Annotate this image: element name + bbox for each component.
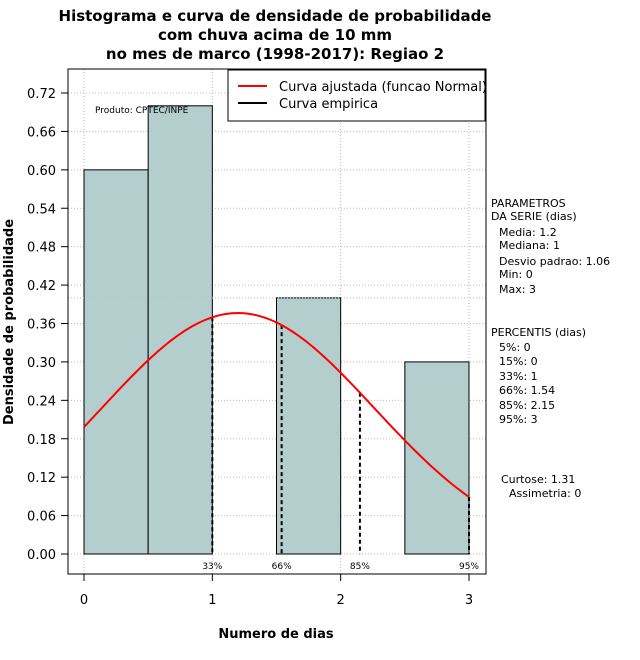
x-tick-label: 3: [465, 593, 473, 608]
y-tick-label: 0.60: [27, 164, 56, 179]
x-tick-label: 2: [337, 593, 345, 608]
y-tick-label: 0.30: [27, 356, 56, 371]
legend-label-empirical: Curva empirica: [279, 97, 378, 112]
legend-box: [227, 69, 486, 122]
y-tick-label: 0.54: [27, 202, 56, 217]
y-tick-label: 0.66: [27, 125, 56, 140]
parameter-sd: Desvio padrao: 1.06: [499, 255, 610, 268]
percentile-15: 15%: 0: [499, 355, 538, 368]
histogram-bar: [276, 297, 342, 555]
parameter-mean: Media: 1.2: [499, 226, 557, 239]
percentile-line-label: 66%: [272, 562, 292, 572]
percentile-line-label: 95%: [459, 562, 479, 572]
percentile-66: 66%: 1.54: [499, 384, 555, 397]
y-tick-label: 0.24: [27, 394, 56, 409]
percentile-95: 95%: 3: [499, 413, 538, 426]
percentile-line-label: 33%: [202, 562, 222, 572]
percentile-85: 85%: 2.15: [499, 399, 555, 412]
histogram-bar: [404, 361, 470, 555]
percentile-lines: 33% 66% 85% 95%: [202, 317, 479, 572]
chart-title-line-3: no mes de marco (1998-2017): Regiao 2: [106, 45, 444, 63]
y-tick-label: 0.36: [27, 318, 56, 333]
y-tick-label: 0.18: [27, 433, 56, 448]
parameters-panel: PARAMETROS DA SERIE (dias) Media: 1.2 Me…: [491, 197, 610, 296]
skewness-label: Assimetria: 0: [509, 487, 581, 500]
chart-title-line-2: com chuva acima de 10 mm: [158, 26, 392, 44]
legend: Curva ajustada (funcao Normal) Curva emp…: [227, 69, 487, 122]
parameters-heading-2: DA SERIE (dias): [491, 210, 577, 223]
chart-title-line-1: Histograma e curva de densidade de proba…: [59, 7, 492, 25]
parameter-max: Max: 3: [499, 283, 536, 296]
y-tick-label: 0.06: [27, 510, 56, 525]
legend-label-normal: Curva ajustada (funcao Normal): [279, 80, 487, 95]
parameters-heading-1: PARAMETROS: [491, 197, 566, 210]
y-tick-label: 0.42: [27, 279, 56, 294]
y-tick-label: 0.00: [27, 548, 56, 563]
percentile-line-label: 85%: [350, 562, 370, 572]
y-axis-title: Densidade de probabilidade: [2, 219, 17, 425]
kurtosis-label: Curtose: 1.31: [501, 473, 575, 486]
percentile-33: 33%: 1: [499, 370, 538, 383]
y-tick-label: 0.48: [27, 241, 56, 256]
percentiles-panel: PERCENTIS (dias) 5%: 0 15%: 0 33%: 1 66%…: [491, 326, 586, 426]
x-axis-title: Numero de dias: [218, 627, 334, 642]
x-tick-label: 0: [80, 593, 88, 608]
normal-curve: [83, 312, 470, 498]
parameter-min: Min: 0: [499, 268, 533, 281]
parameter-median: Mediana: 1: [499, 239, 560, 252]
x-tick-label: 1: [208, 593, 216, 608]
histogram-bar: [83, 169, 149, 555]
percentile-5: 5%: 0: [499, 341, 531, 354]
percentiles-heading: PERCENTIS (dias): [491, 326, 586, 339]
y-tick-label: 0.12: [27, 471, 56, 486]
histogram-bar: [147, 105, 213, 555]
axes: 0 1 2 3 0.00 0.06 0.12 0.18 0.24 0.30 0.36 0.42 0.48…: [27, 87, 473, 608]
histogram-bars: [83, 105, 470, 555]
y-tick-label: 0.72: [27, 87, 56, 102]
product-label: Produto: CPTEC/INPE: [95, 106, 189, 116]
